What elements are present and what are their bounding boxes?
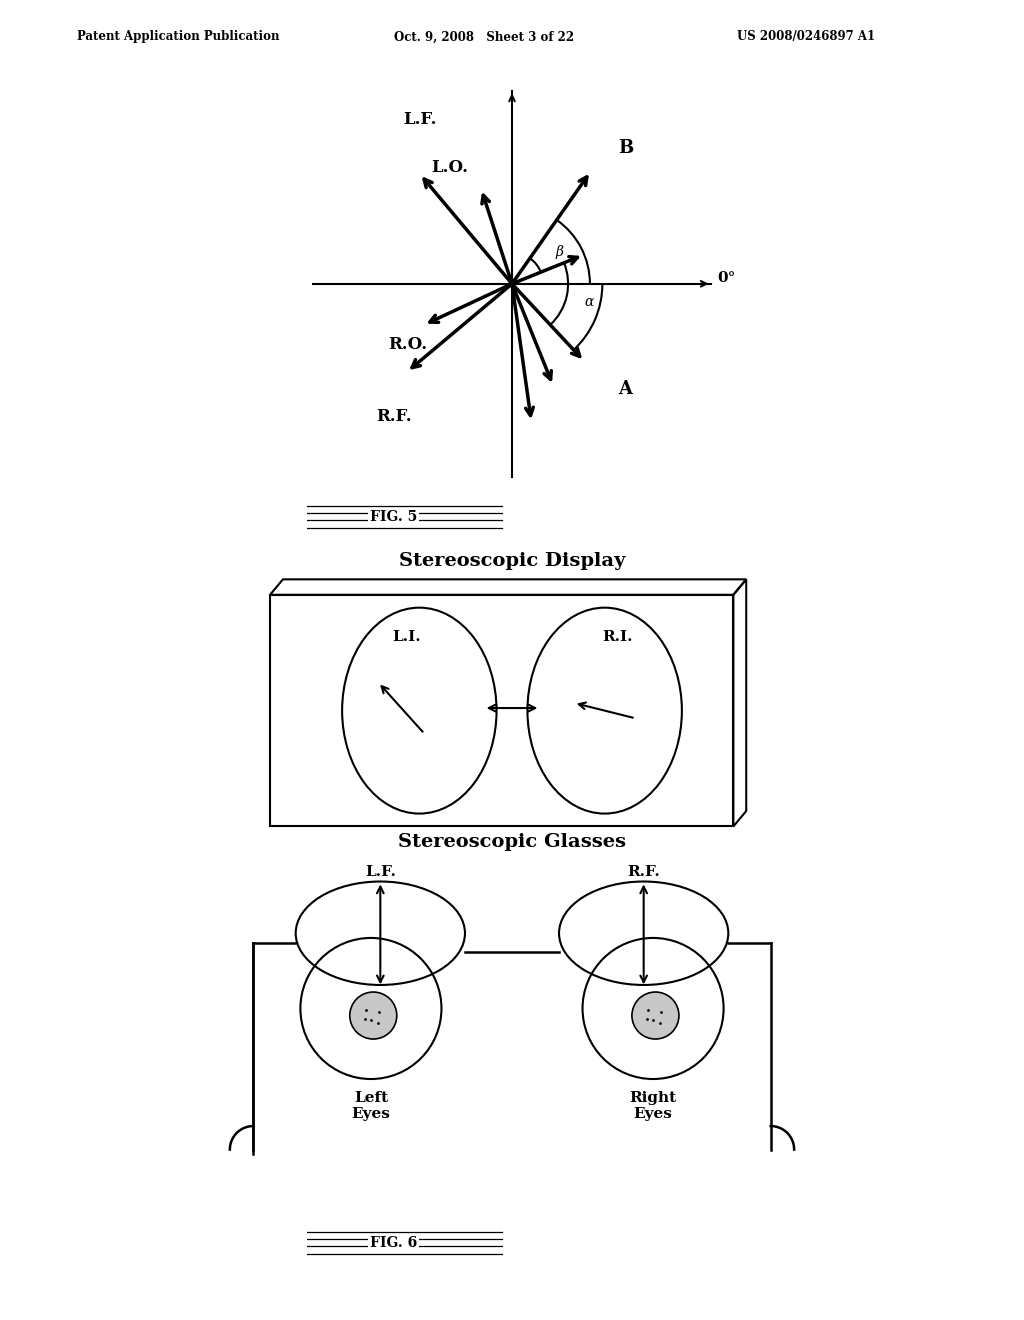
Text: A: A: [617, 380, 632, 397]
Text: Oct. 9, 2008   Sheet 3 of 22: Oct. 9, 2008 Sheet 3 of 22: [394, 30, 574, 44]
Text: B: B: [617, 139, 633, 157]
Text: Right
Eyes: Right Eyes: [630, 1090, 677, 1121]
Text: Stereoscopic Glasses: Stereoscopic Glasses: [398, 833, 626, 851]
Text: R.F.: R.F.: [628, 865, 660, 879]
Text: R.O.: R.O.: [388, 335, 427, 352]
Text: α: α: [585, 296, 594, 309]
Text: Left
Eyes: Left Eyes: [351, 1090, 390, 1121]
Text: β: β: [555, 246, 563, 259]
Text: L.F.: L.F.: [403, 111, 437, 128]
Text: 0°: 0°: [718, 271, 736, 285]
Text: FIG. 5: FIG. 5: [370, 510, 417, 524]
Text: R.I.: R.I.: [602, 630, 633, 644]
Text: US 2008/0246897 A1: US 2008/0246897 A1: [737, 30, 876, 44]
Circle shape: [350, 993, 396, 1039]
Circle shape: [632, 993, 679, 1039]
Text: Stereoscopic Display: Stereoscopic Display: [398, 552, 626, 570]
Text: L.O.: L.O.: [431, 158, 468, 176]
Text: FIG. 6: FIG. 6: [370, 1236, 417, 1250]
Text: R.F.: R.F.: [377, 408, 413, 425]
Text: L.I.: L.I.: [392, 630, 421, 644]
Text: L.F.: L.F.: [365, 865, 395, 879]
Text: Patent Application Publication: Patent Application Publication: [77, 30, 280, 44]
